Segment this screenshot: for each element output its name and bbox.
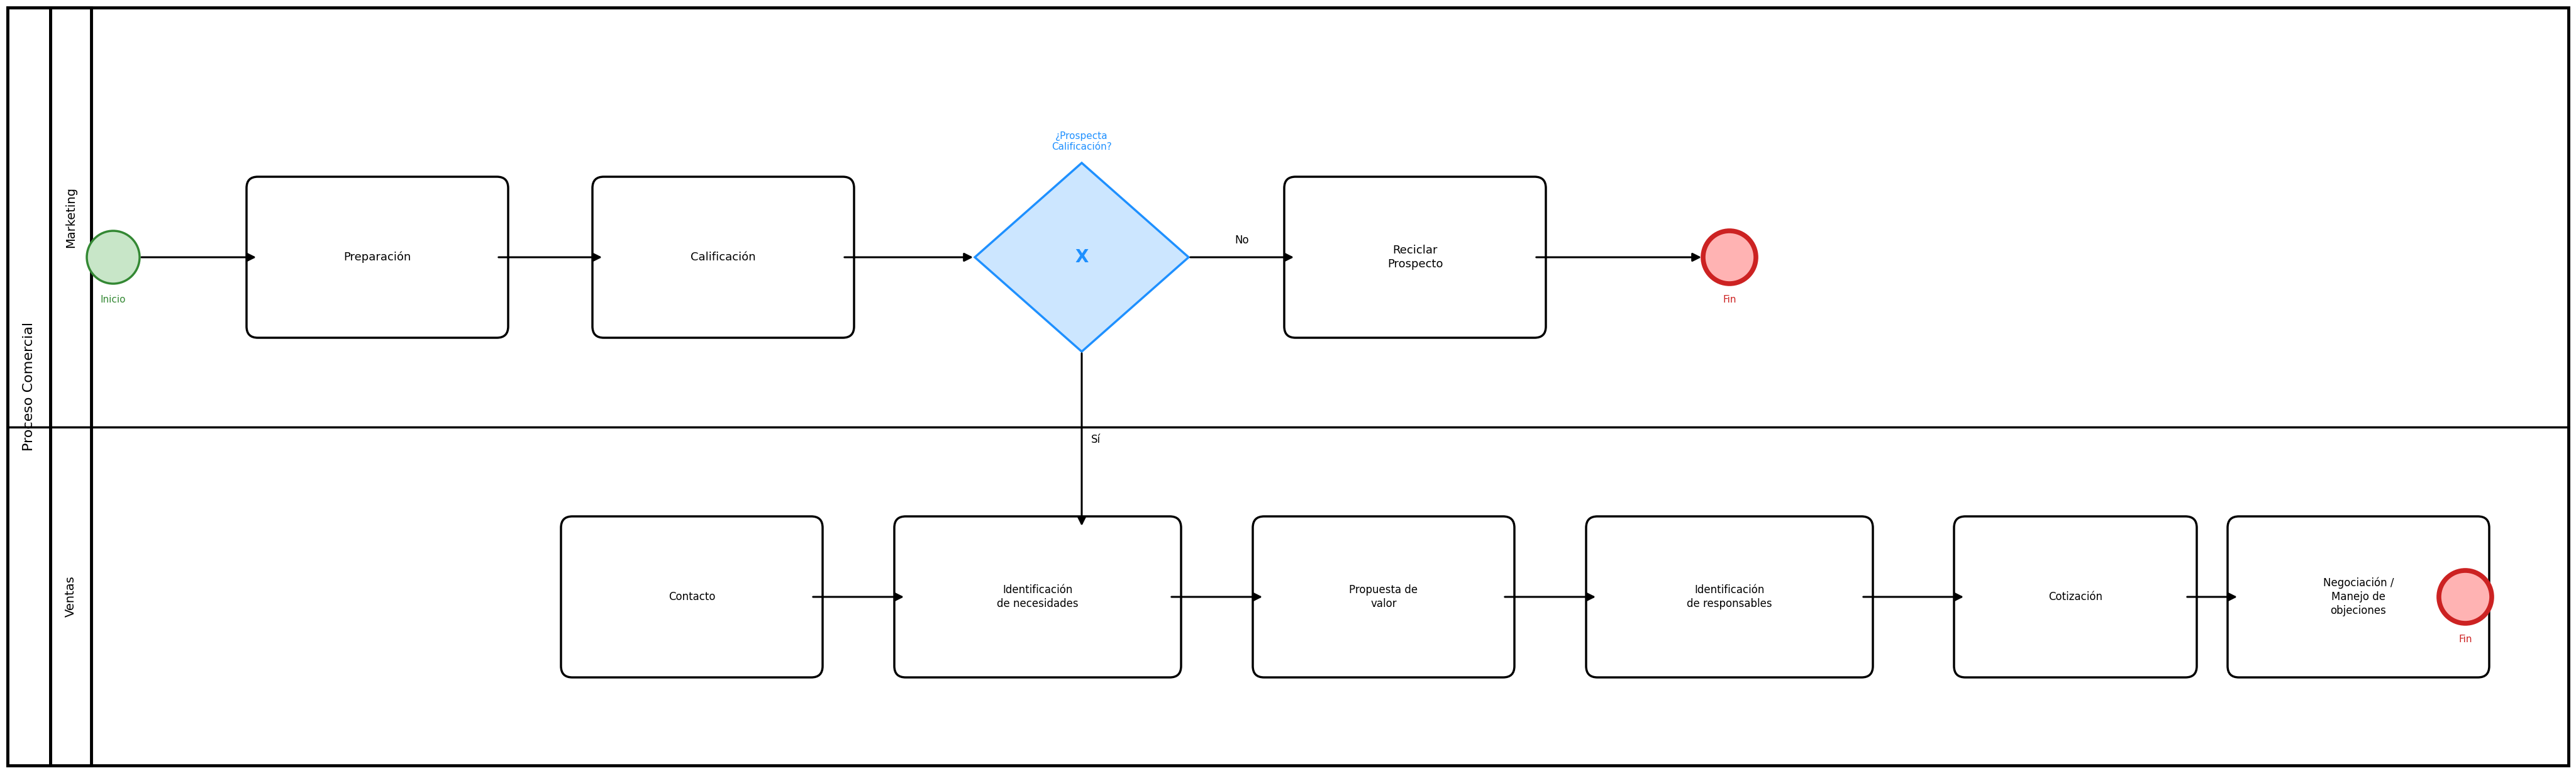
Text: Cotización: Cotización (2048, 591, 2102, 602)
Text: Fin: Fin (1723, 295, 1736, 305)
FancyBboxPatch shape (1285, 177, 1546, 338)
Text: Inicio: Inicio (100, 295, 126, 305)
Bar (8, 8, 52, 765)
Polygon shape (974, 163, 1188, 352)
FancyBboxPatch shape (894, 516, 1180, 677)
Circle shape (88, 231, 139, 284)
FancyBboxPatch shape (562, 516, 822, 677)
Text: Identificación
de responsables: Identificación de responsables (1687, 584, 1772, 610)
FancyBboxPatch shape (1587, 516, 1873, 677)
FancyBboxPatch shape (2228, 516, 2488, 677)
Text: Marketing: Marketing (64, 187, 77, 248)
Text: ¿Prospecta
Calificación?: ¿Prospecta Calificación? (1051, 131, 1113, 152)
Text: X: X (1074, 248, 1090, 266)
Text: Reciclar
Prospecto: Reciclar Prospecto (1388, 244, 1443, 270)
Text: Fin: Fin (2458, 635, 2473, 644)
FancyBboxPatch shape (247, 177, 507, 338)
Circle shape (2439, 570, 2491, 623)
Text: Negociación /
Manejo de
objeciones: Negociación / Manejo de objeciones (2324, 577, 2393, 617)
Text: Sí: Sí (1092, 434, 1100, 445)
Text: Contacto: Contacto (667, 591, 716, 602)
FancyBboxPatch shape (1252, 516, 1515, 677)
Text: Propuesta de
valor: Propuesta de valor (1350, 584, 1417, 610)
Bar (52, 8, 90, 765)
FancyBboxPatch shape (1955, 516, 2197, 677)
Text: Identificación
de necesidades: Identificación de necesidades (997, 584, 1079, 610)
Circle shape (1703, 231, 1757, 284)
Text: Calificación: Calificación (690, 251, 755, 263)
Text: No: No (1234, 234, 1249, 246)
FancyBboxPatch shape (592, 177, 855, 338)
Text: Proceso Comercial: Proceso Comercial (23, 322, 36, 451)
Text: Preparación: Preparación (343, 251, 412, 263)
Text: Ventas: Ventas (64, 576, 77, 617)
